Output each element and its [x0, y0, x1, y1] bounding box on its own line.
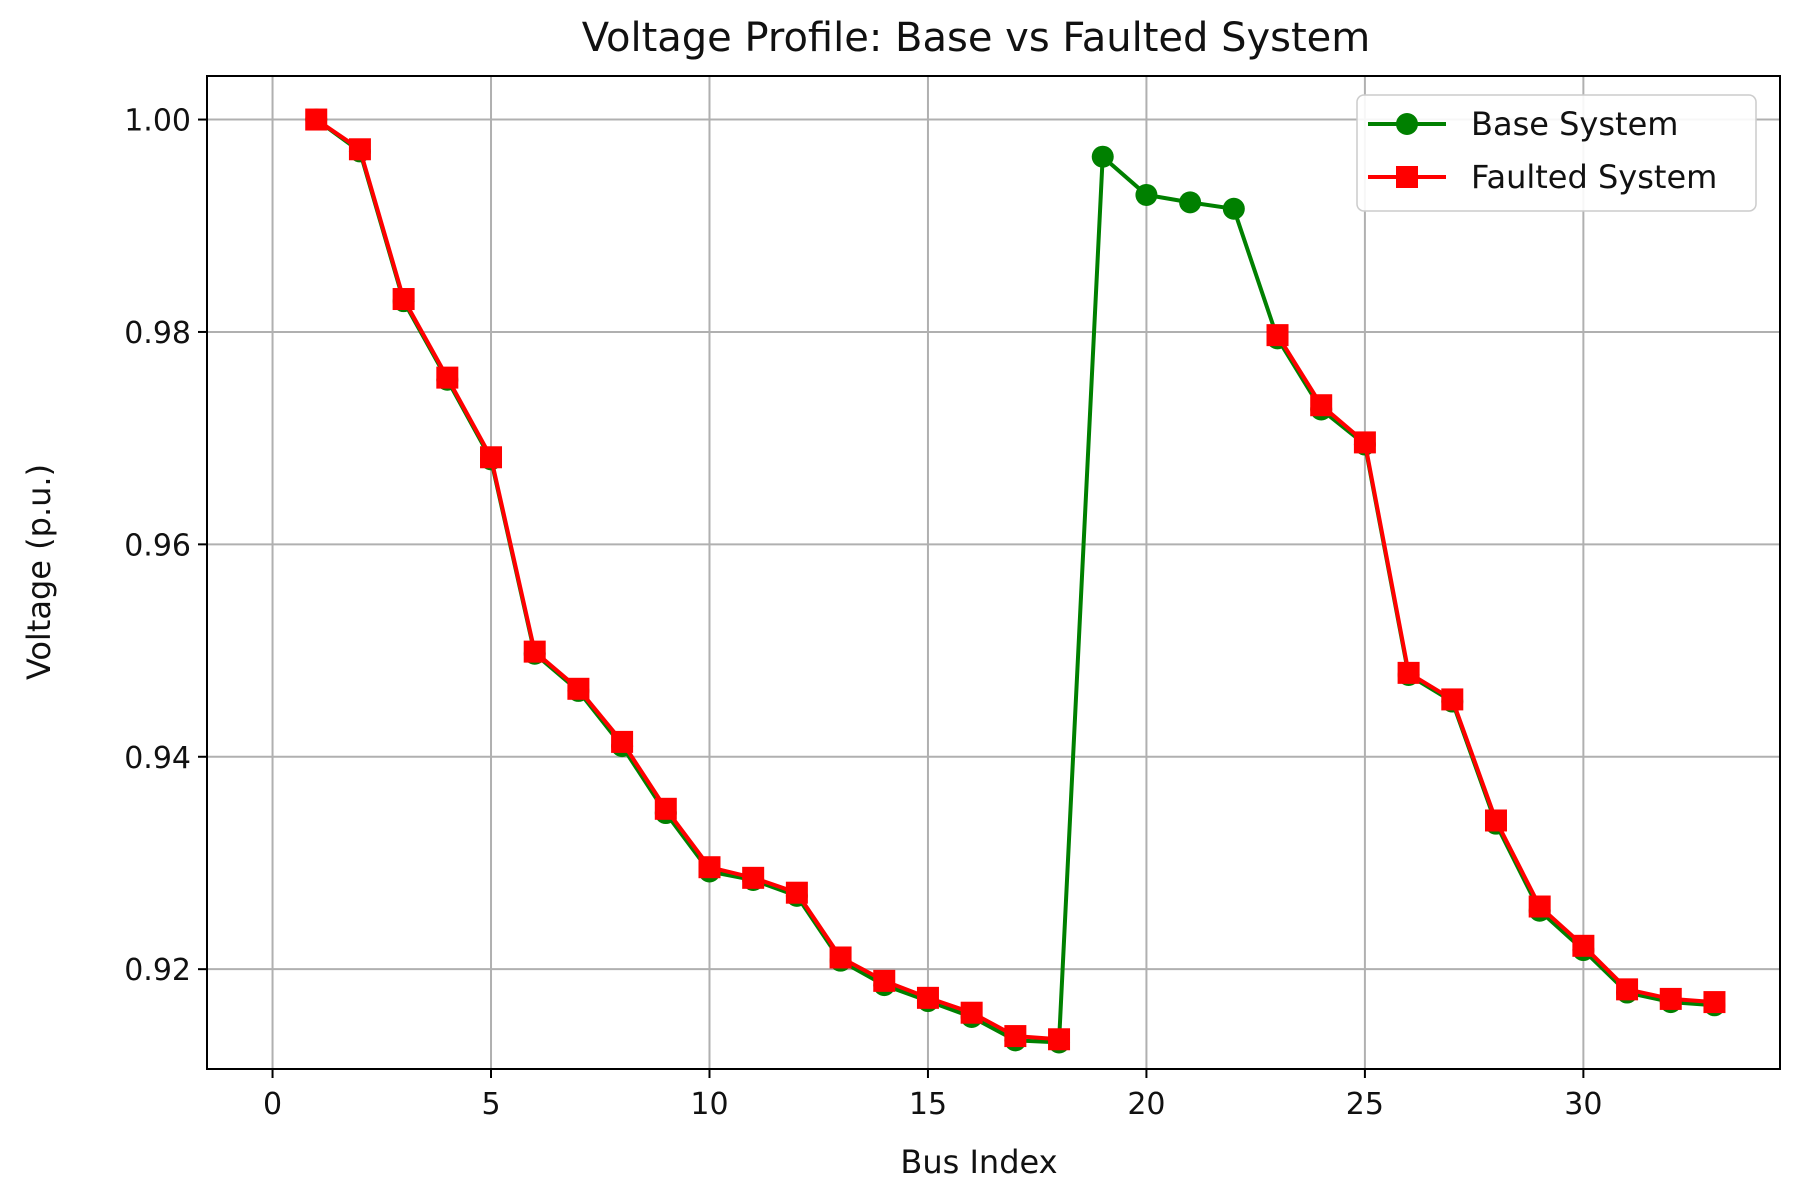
- x-tick-label: 25: [1346, 1087, 1384, 1122]
- data-point-faulted-system: [1659, 987, 1682, 1010]
- legend: Base System Faulted System: [1356, 94, 1757, 212]
- data-point-faulted-system: [1397, 661, 1420, 684]
- legend-marker-faulted-system: [1396, 166, 1418, 188]
- x-tick-label: 5: [481, 1087, 500, 1122]
- data-point-faulted-system: [742, 866, 765, 889]
- y-tick-label: 0.96: [124, 528, 191, 563]
- data-point-base-system: [1091, 145, 1114, 168]
- data-point-base-system: [1135, 183, 1158, 206]
- data-point-faulted-system: [1616, 978, 1639, 1001]
- data-point-faulted-system: [698, 856, 721, 879]
- data-point-faulted-system: [960, 1001, 983, 1024]
- y-tick-label: 0.92: [124, 953, 191, 988]
- x-tick-label: 30: [1564, 1087, 1602, 1122]
- data-point-faulted-system: [1703, 991, 1726, 1014]
- data-point-faulted-system: [611, 730, 634, 753]
- data-point-base-system: [1222, 197, 1245, 220]
- data-point-faulted-system: [523, 640, 546, 663]
- legend-label-faulted-system: Faulted System: [1471, 158, 1717, 196]
- series-layer: [305, 108, 1726, 1054]
- chart-title: Voltage Profile: Base vs Faulted System: [582, 15, 1371, 61]
- x-tick-label: 10: [690, 1087, 728, 1122]
- data-point-faulted-system: [916, 986, 939, 1009]
- data-point-faulted-system: [1266, 324, 1289, 347]
- y-tick-label: 0.94: [124, 741, 191, 776]
- x-tick-label: 15: [909, 1087, 947, 1122]
- data-point-faulted-system: [873, 969, 896, 992]
- data-point-faulted-system: [1004, 1025, 1027, 1048]
- y-tick-label: 1.00: [124, 104, 191, 139]
- legend-label-base-system: Base System: [1471, 105, 1678, 143]
- data-point-faulted-system: [305, 108, 328, 131]
- x-tick-label: 20: [1127, 1087, 1165, 1122]
- x-axis-label: Bus Index: [900, 1143, 1057, 1181]
- axis-ticks: 0 5 10 15 20 25 30 0.92 0.94 0.96 0.98 1.00: [124, 104, 1602, 1122]
- series-faulted-system: [305, 108, 1726, 1051]
- y-axis-label: Voltage (p.u.): [20, 464, 58, 680]
- data-point-faulted-system: [1441, 688, 1464, 711]
- data-point-faulted-system: [1572, 934, 1595, 957]
- data-point-faulted-system: [1353, 431, 1376, 454]
- data-point-faulted-system: [829, 946, 852, 969]
- grid-lines: [207, 76, 1780, 1069]
- legend-marker-base-system: [1396, 113, 1418, 135]
- data-point-faulted-system: [654, 797, 677, 820]
- y-tick-label: 0.98: [124, 316, 191, 351]
- data-point-faulted-system: [480, 446, 503, 469]
- data-point-faulted-system: [1528, 895, 1551, 918]
- data-point-faulted-system: [567, 677, 590, 700]
- data-point-faulted-system: [785, 881, 808, 904]
- plot-area-frame: [206, 75, 1781, 1070]
- data-point-faulted-system: [392, 288, 415, 311]
- data-point-faulted-system: [436, 366, 459, 389]
- x-tick-label: 0: [263, 1087, 282, 1122]
- data-point-faulted-system: [1484, 809, 1507, 832]
- data-point-faulted-system: [348, 138, 371, 161]
- legend-box: [1356, 94, 1757, 212]
- data-point-faulted-system: [1310, 394, 1333, 417]
- data-point-faulted-system: [1048, 1028, 1071, 1051]
- data-point-base-system: [1179, 191, 1202, 214]
